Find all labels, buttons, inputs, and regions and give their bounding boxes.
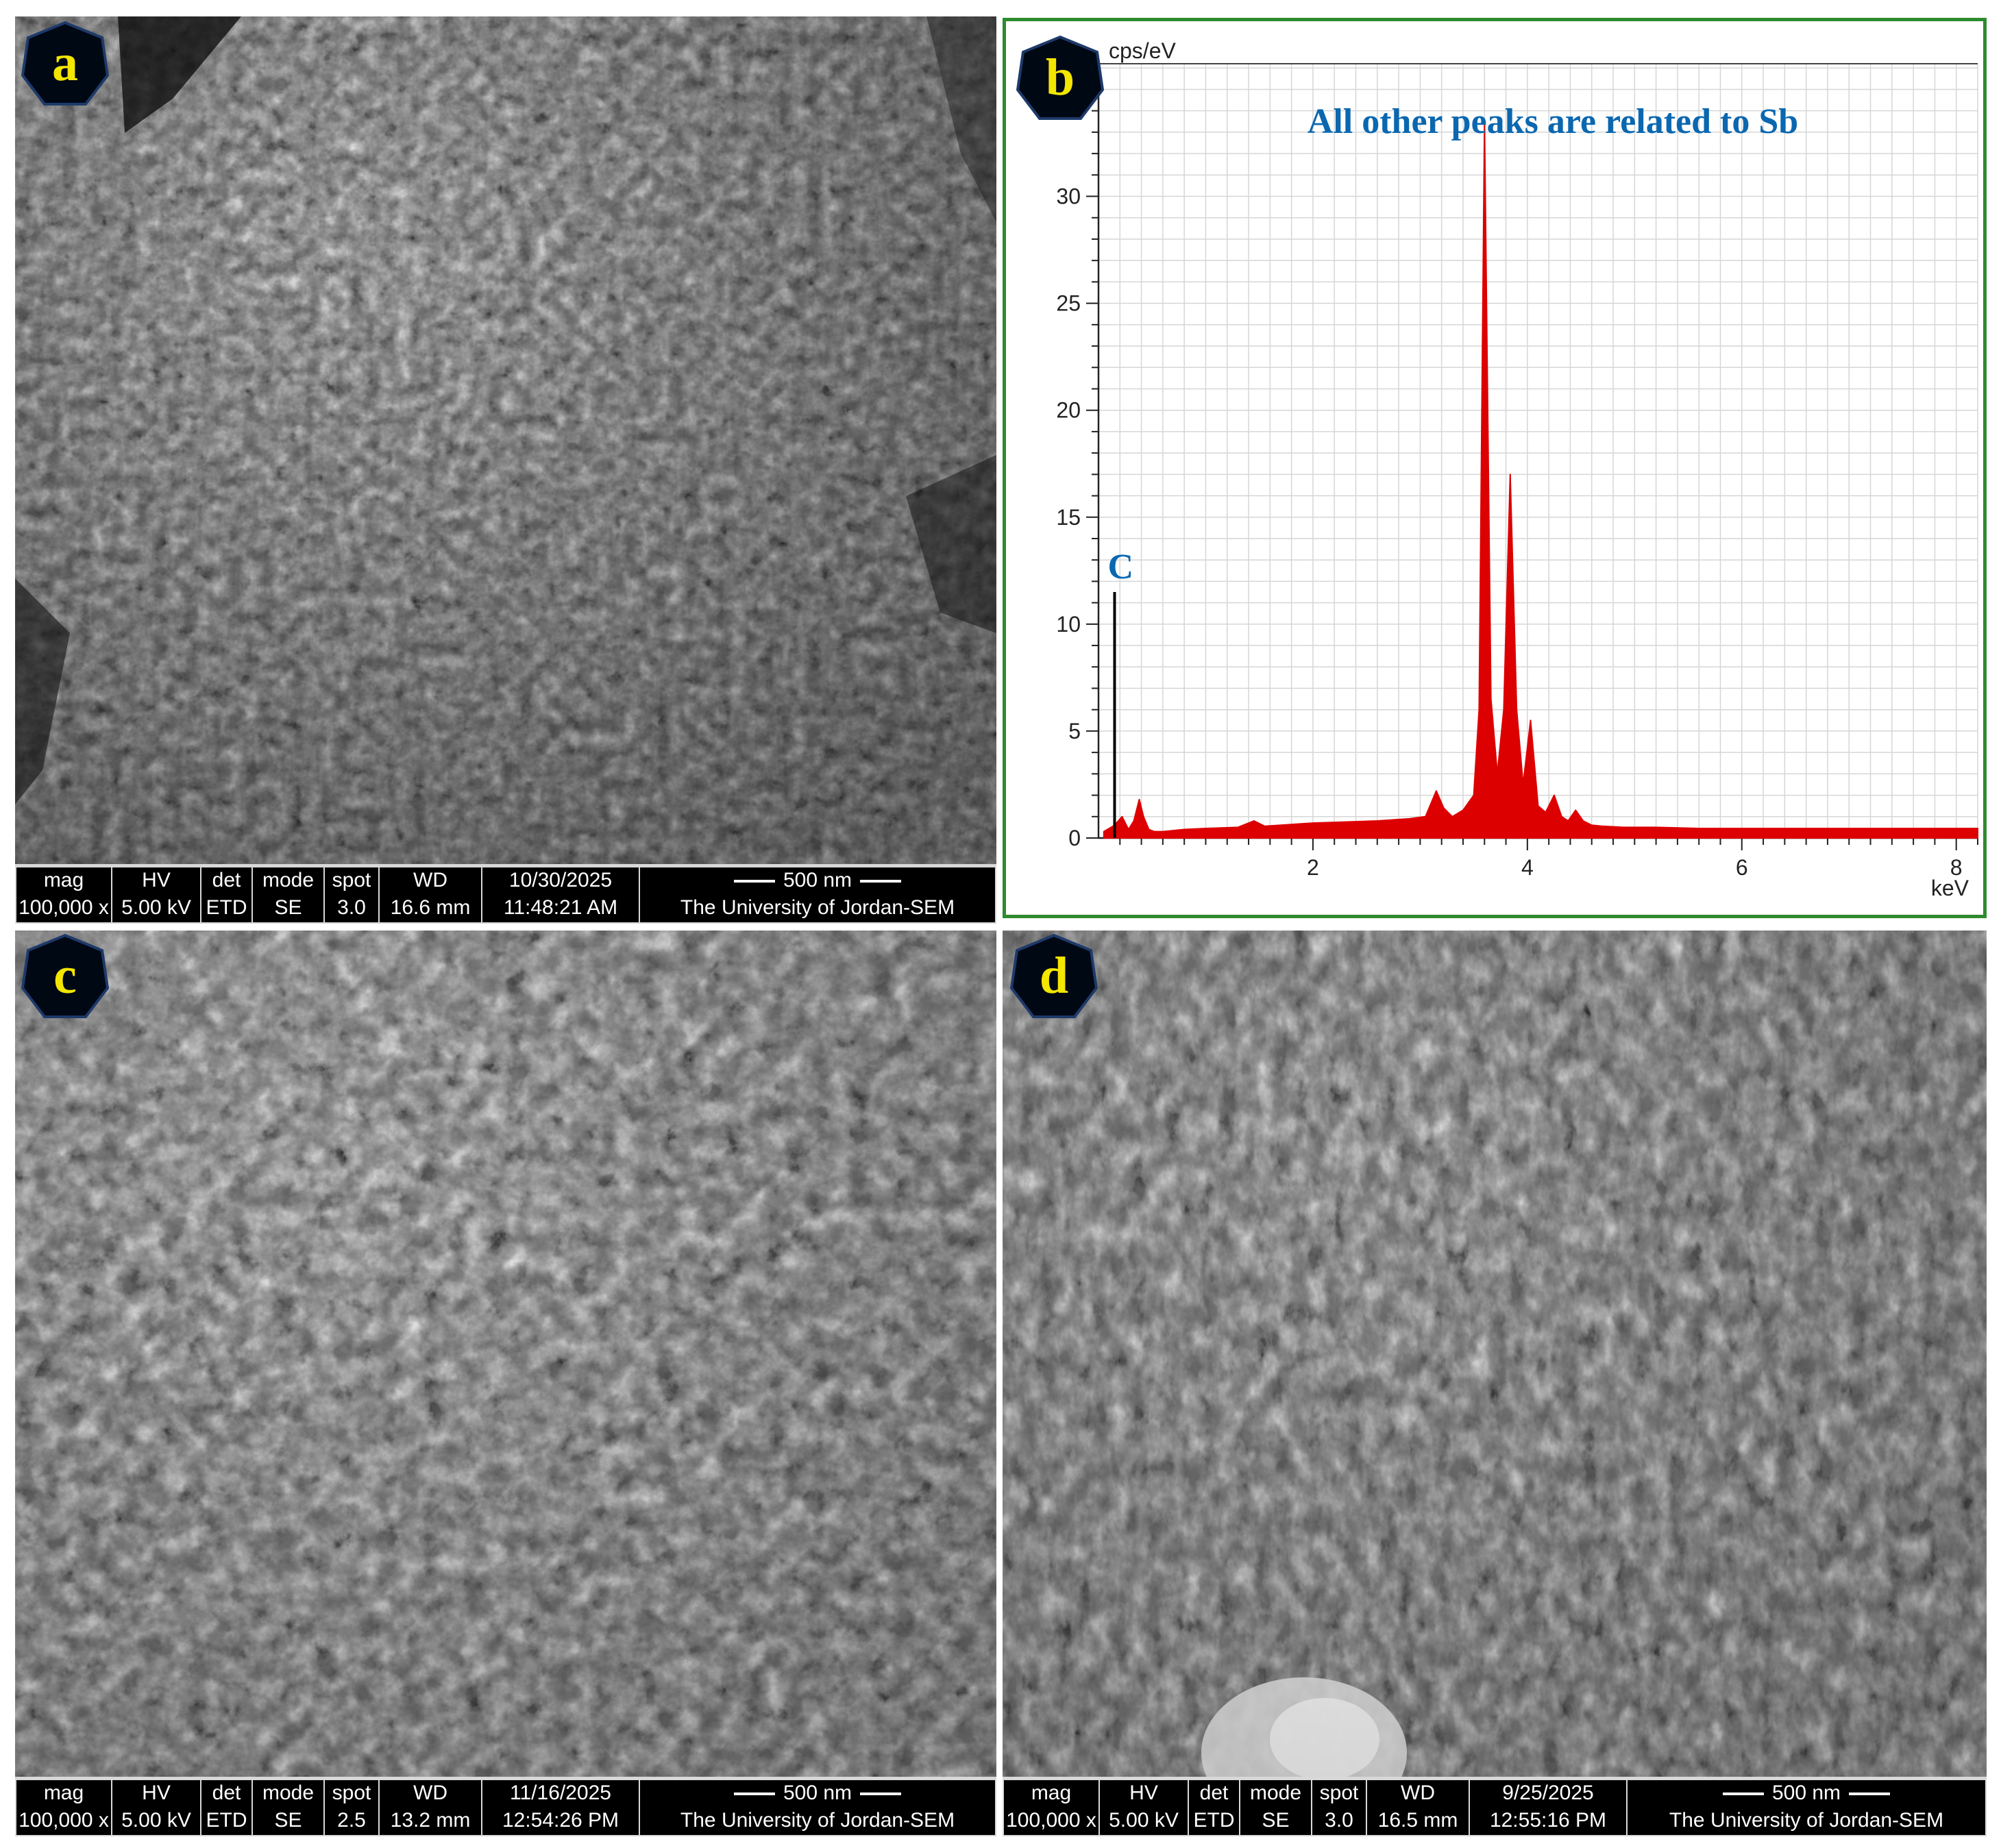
databar-det-value: ETD <box>1193 1809 1235 1832</box>
x-axis-label: keV <box>1931 876 1969 900</box>
databar-mode-value: SE <box>1262 1809 1290 1832</box>
databar-mode-label: mode <box>262 1782 315 1804</box>
y-tick-label: 10 <box>1056 612 1081 637</box>
sem-texture-c <box>15 931 996 1836</box>
databar-mag-label: mag <box>43 869 84 891</box>
y-tick-label: 20 <box>1056 398 1081 423</box>
databar-time: 12:54:26 PM <box>502 1809 619 1832</box>
databar-institution: The University of Jordan-SEM <box>1669 1809 1944 1832</box>
databar-wd-value: 16.6 mm <box>390 896 471 919</box>
chart-grid <box>1098 64 1978 838</box>
chart-axes <box>1086 63 1978 850</box>
panel-label-b: b <box>1016 35 1105 124</box>
y-tick-label: 5 <box>1068 719 1081 743</box>
y-tick-label: 15 <box>1056 505 1081 530</box>
databar-det-label: det <box>212 869 241 891</box>
scale-bar-label: 500 nm <box>783 869 852 891</box>
spectrum-area <box>1103 121 1978 839</box>
sem-databar-a: mag 100,000 x HV 5.00 kV det ETD mode SE spo… <box>15 864 996 924</box>
databar-time: 12:55:16 PM <box>1489 1809 1607 1832</box>
sem-databar-c: mag 100,000 x HV 5.00 kV det ETD mode SE spo… <box>15 1777 996 1836</box>
databar-mag-value: 100,000 x <box>19 896 109 919</box>
databar-mag-value: 100,000 x <box>1006 1809 1096 1832</box>
databar-det-label: det <box>212 1782 241 1804</box>
scale-bar: 500 nm <box>641 1781 994 1808</box>
databar-mode-label: mode <box>262 869 315 891</box>
panel-label-d: d <box>1009 933 1098 1022</box>
chart-series <box>1103 121 1978 839</box>
databar-hv-label: HV <box>1129 1782 1158 1804</box>
databar-wd-value: 16.5 mm <box>1377 1809 1458 1832</box>
databar-hv-value: 5.00 kV <box>1109 1809 1179 1832</box>
sem-image-panel-a: a mag 100,000 x HV 5.00 kV det ETD mode SE s… <box>15 16 996 924</box>
databar-institution: The University of Jordan-SEM <box>680 1809 955 1832</box>
databar-wd-label: WD <box>413 869 447 891</box>
databar-spot-value: 2.5 <box>337 1809 366 1832</box>
x-tick-label: 2 <box>1307 855 1319 880</box>
databar-wd-label: WD <box>413 1782 447 1804</box>
databar-date: 11/16/2025 <box>510 1782 611 1804</box>
databar-det-value: ETD <box>206 1809 247 1832</box>
databar-mag-label: mag <box>43 1782 84 1804</box>
y-tick-label: 25 <box>1056 291 1081 316</box>
databar-det-label: det <box>1199 1782 1229 1804</box>
databar-spot-label: spot <box>332 869 371 891</box>
databar-date: 10/30/2025 <box>508 869 613 891</box>
panel-label-c: c <box>21 933 110 1022</box>
databar-hv-label: HV <box>142 869 171 891</box>
databar-time: 11:48:21 AM <box>503 896 618 919</box>
y-axis-label: cps/eV <box>1109 38 1176 63</box>
databar-wd-value: 13.2 mm <box>390 1809 471 1832</box>
databar-mag-label: mag <box>1031 1782 1072 1804</box>
sem-texture-a <box>15 16 996 924</box>
databar-wd-label: WD <box>1401 1782 1435 1804</box>
databar-spot-label: spot <box>332 1782 371 1804</box>
sem-databar-d: mag 100,000 x HV 5.00 kV det ETD mode SE spo… <box>1003 1777 1987 1836</box>
annotation-sb-peaks: All other peaks are related to Sb <box>1308 102 1798 141</box>
x-tick-label: 6 <box>1736 855 1748 880</box>
x-tick-label: 8 <box>1950 855 1963 880</box>
databar-mode-value: SE <box>274 1809 302 1832</box>
databar-date: 9/25/2025 <box>1502 1782 1594 1804</box>
databar-hv-label: HV <box>142 1782 171 1804</box>
databar-mode-label: mode <box>1249 1782 1302 1804</box>
databar-spot-value: 3.0 <box>337 896 366 919</box>
scale-bar-label: 500 nm <box>1771 1782 1841 1804</box>
carbon-marker-label: C <box>1107 547 1133 587</box>
databar-mag-value: 100,000 x <box>19 1809 109 1832</box>
panel-label-a: a <box>21 21 110 110</box>
sem-image-panel-c: c mag 100,000 x HV 5.00 kV det ETD mode SE s… <box>15 931 996 1836</box>
scale-bar-label: 500 nm <box>783 1782 852 1804</box>
sem-texture-d <box>1003 931 1987 1836</box>
y-tick-label: 0 <box>1068 826 1081 850</box>
databar-hv-value: 5.00 kV <box>121 1809 191 1832</box>
databar-hv-value: 5.00 kV <box>121 896 191 919</box>
databar-institution: The University of Jordan-SEM <box>680 896 955 919</box>
scale-bar: 500 nm <box>1628 1781 1985 1808</box>
sem-image-panel-d: d mag 100,000 x HV 5.00 kV det ETD mode SE s… <box>1003 931 1987 1836</box>
x-tick-label: 4 <box>1521 855 1534 880</box>
databar-mode-value: SE <box>274 896 302 919</box>
databar-spot-value: 3.0 <box>1325 1809 1353 1832</box>
databar-det-value: ETD <box>206 896 247 919</box>
databar-spot-label: spot <box>1319 1782 1359 1804</box>
scale-bar: 500 nm <box>641 868 994 895</box>
y-tick-label: 30 <box>1056 184 1081 209</box>
